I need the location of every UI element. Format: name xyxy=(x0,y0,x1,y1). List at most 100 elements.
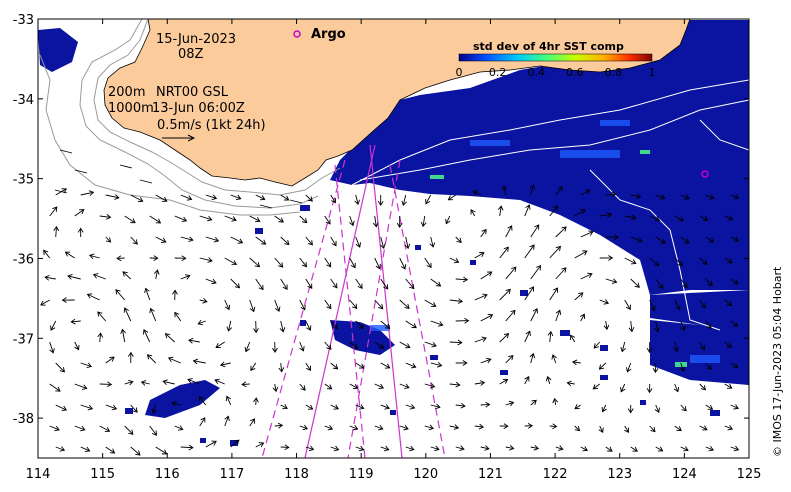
current-vector xyxy=(374,299,384,310)
current-vector xyxy=(374,215,377,227)
current-vector xyxy=(674,341,678,352)
current-vector xyxy=(574,404,581,409)
current-vector xyxy=(705,278,713,287)
current-vector-head xyxy=(552,397,559,404)
current-vector xyxy=(40,299,50,306)
current-vector-head xyxy=(207,257,213,263)
current-vector-head xyxy=(411,323,417,329)
current-vector xyxy=(730,446,739,451)
current-vector-head xyxy=(678,216,685,222)
current-vector xyxy=(255,236,266,245)
current-vector-head xyxy=(551,354,557,360)
current-vector xyxy=(649,299,655,311)
current-vector-head xyxy=(503,423,509,429)
current-vector xyxy=(505,355,514,364)
current-vector-head xyxy=(511,266,517,272)
current-vector-head xyxy=(237,238,244,244)
current-vector xyxy=(480,314,493,322)
current-vector-head xyxy=(284,444,290,451)
current-vector-head xyxy=(431,341,437,348)
current-vector xyxy=(355,278,363,289)
current-vector-head xyxy=(358,323,365,329)
current-vector-head xyxy=(420,221,427,228)
current-vector-head xyxy=(400,264,407,270)
current-vector-head xyxy=(153,269,160,275)
current-vector-head xyxy=(727,383,733,389)
current-vector xyxy=(305,404,313,410)
current-vector-head xyxy=(487,271,493,277)
current-vector xyxy=(355,194,359,205)
current-vector xyxy=(80,191,94,196)
current-vector xyxy=(198,396,207,406)
current-vector xyxy=(724,383,732,389)
current-vector xyxy=(680,194,690,200)
current-vector xyxy=(299,425,308,430)
current-vector xyxy=(599,425,604,433)
current-vector-head xyxy=(352,343,359,349)
current-vector xyxy=(705,362,712,370)
current-vector-head xyxy=(278,367,285,373)
current-vector xyxy=(499,246,509,259)
current-vector-head xyxy=(598,427,604,434)
current-vector xyxy=(299,215,308,224)
current-vector xyxy=(172,402,181,406)
current-vector xyxy=(430,236,434,248)
x-tick-label: 122 xyxy=(543,467,568,482)
current-vector-head xyxy=(164,333,171,339)
current-vector xyxy=(124,425,134,435)
current-vector xyxy=(121,329,126,343)
current-vector-head xyxy=(87,404,94,411)
current-vector-head xyxy=(574,404,580,410)
satellite-tracks xyxy=(261,144,446,458)
current-vector xyxy=(620,383,626,392)
current-vector-head xyxy=(260,195,266,201)
current-vector-head xyxy=(525,204,531,210)
current-vector-head xyxy=(457,339,463,346)
current-vector xyxy=(255,194,265,200)
current-vector xyxy=(602,404,607,412)
current-vector-head xyxy=(282,404,288,410)
current-vector-head xyxy=(700,302,706,309)
current-vector-head xyxy=(611,191,617,198)
current-vector xyxy=(249,215,260,222)
current-vector xyxy=(249,299,255,312)
current-vector xyxy=(380,404,390,409)
current-vector-head xyxy=(383,445,390,452)
current-vector xyxy=(199,299,207,303)
current-vector xyxy=(124,307,132,322)
current-vector-head xyxy=(333,445,340,452)
current-vector-head xyxy=(509,444,515,451)
current-vector xyxy=(55,446,65,451)
current-vector-head xyxy=(531,399,537,405)
current-vector xyxy=(349,425,358,430)
current-vector-head xyxy=(464,317,470,324)
current-vector xyxy=(105,194,119,199)
current-vector xyxy=(380,362,390,369)
current-vector xyxy=(680,320,685,331)
current-vector xyxy=(274,424,283,427)
current-vector-head xyxy=(211,440,217,446)
current-vector-head xyxy=(123,307,129,313)
current-vector xyxy=(605,278,617,283)
current-vector-head xyxy=(172,289,178,295)
current-vector xyxy=(430,446,440,450)
current-vector-head xyxy=(106,381,113,388)
current-vector xyxy=(655,320,659,332)
current-vector xyxy=(405,404,415,409)
current-vector xyxy=(80,446,90,452)
current-vector-head xyxy=(213,236,220,243)
y-tick-label: -33 xyxy=(13,13,34,28)
current-vector-head xyxy=(105,237,112,243)
current-vector xyxy=(49,341,54,353)
current-vector xyxy=(630,194,641,198)
current-vector-head xyxy=(702,425,708,431)
current-vector-head xyxy=(552,423,558,430)
current-vector-head xyxy=(127,351,134,357)
current-vector-head xyxy=(435,281,442,287)
current-vector-head xyxy=(410,363,417,369)
current-vector-head xyxy=(109,448,116,454)
argo-legend-label: Argo xyxy=(311,27,346,42)
current-vector-head xyxy=(258,442,265,448)
current-vector xyxy=(455,278,468,281)
current-vector-head xyxy=(302,424,309,431)
